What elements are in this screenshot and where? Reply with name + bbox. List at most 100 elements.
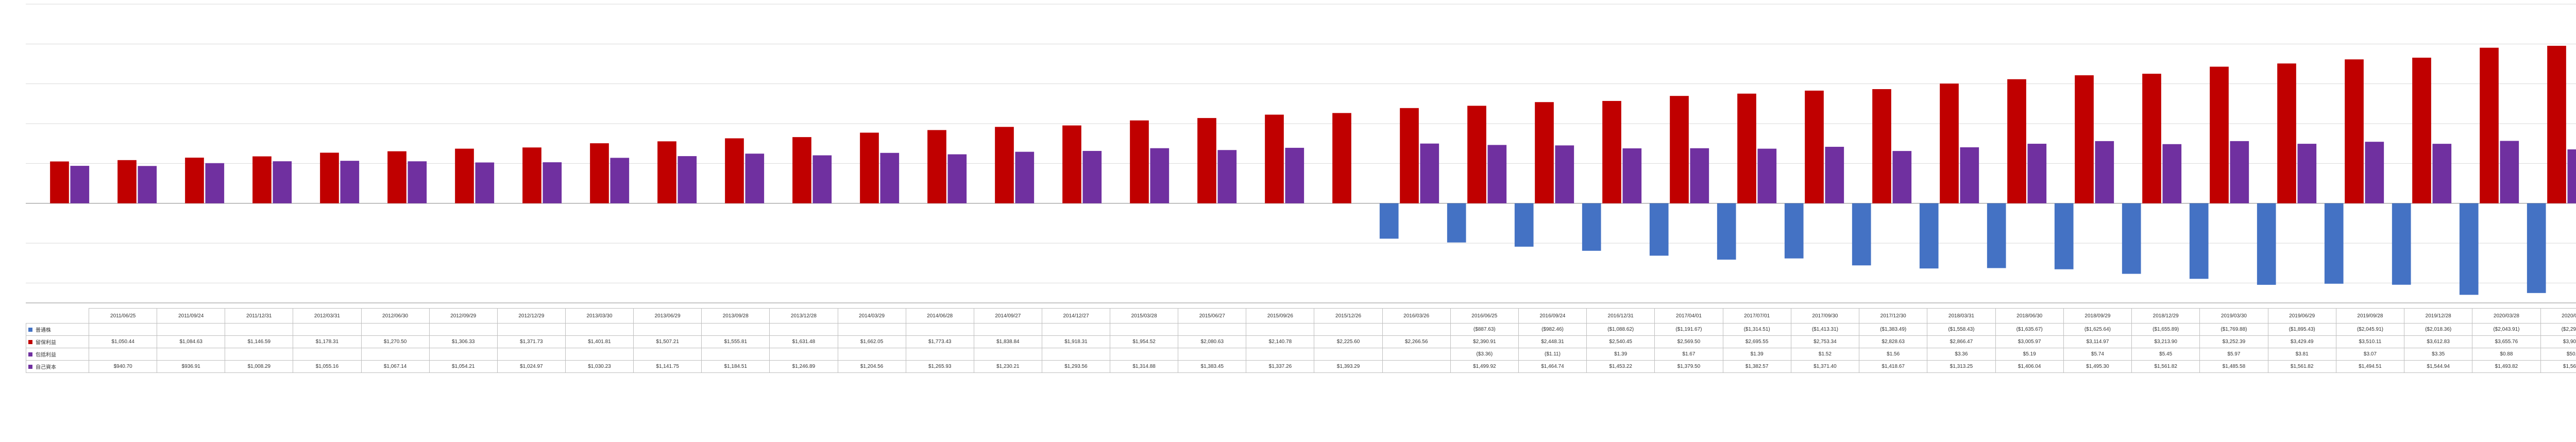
table-cell: $1,337.26 xyxy=(1246,361,1314,373)
table-header-cell: 2020/06/27 xyxy=(2540,309,2576,324)
table-cell xyxy=(89,324,157,336)
table-cell: $2,828.63 xyxy=(1859,336,1927,348)
table-cell: $1,178.31 xyxy=(293,336,361,348)
table-cell xyxy=(838,324,906,336)
table-header-cell: 2019/03/30 xyxy=(2200,309,2268,324)
bar xyxy=(2210,66,2229,203)
table-cell: $2,866.47 xyxy=(1927,336,1995,348)
bar xyxy=(1150,148,1169,203)
table-cell xyxy=(770,324,838,336)
table-header-cell: 2011/12/31 xyxy=(225,309,293,324)
table-header-cell: 2011/09/24 xyxy=(157,309,225,324)
bar xyxy=(1825,147,1844,203)
table-cell: $1,024.97 xyxy=(497,361,565,373)
table-cell: $2,695.55 xyxy=(1723,336,1791,348)
table-cell xyxy=(1246,324,1314,336)
table-header-cell: 2017/04/01 xyxy=(1655,309,1723,324)
table-cell: $2,225.60 xyxy=(1314,336,1382,348)
table-cell: $3.36 xyxy=(1927,348,1995,361)
table-header-cell: 2017/09/30 xyxy=(1791,309,1859,324)
bar xyxy=(117,160,137,203)
table-header-cell: 2017/12/30 xyxy=(1859,309,1927,324)
bar xyxy=(1805,91,1824,203)
table-cell: $1,631.48 xyxy=(770,336,838,348)
bar xyxy=(1265,115,1284,203)
bar xyxy=(1062,126,1081,203)
table-cell: $1,184.51 xyxy=(702,361,770,373)
table-cell: $2,266.56 xyxy=(1382,336,1450,348)
bar xyxy=(1130,121,1149,203)
bar xyxy=(1670,96,1689,203)
bar xyxy=(725,139,744,203)
table-row: 留保利益$1,050.44$1,084.63$1,146.59$1,178.31… xyxy=(26,336,2576,348)
table-cell: $1,555.81 xyxy=(702,336,770,348)
table-cell: ($2,296.99) xyxy=(2540,324,2576,336)
bar xyxy=(947,155,967,203)
bar xyxy=(1582,203,1601,251)
bar xyxy=(1420,144,1439,203)
bar xyxy=(2257,203,2276,285)
table-header-cell: 2014/12/27 xyxy=(1042,309,1110,324)
table-cell: $3,114.97 xyxy=(2063,336,2131,348)
bar xyxy=(50,161,69,203)
table-cell: $1,293.56 xyxy=(1042,361,1110,373)
table-cell xyxy=(497,324,565,336)
bar xyxy=(1535,102,1554,203)
table-cell xyxy=(1110,324,1178,336)
bar xyxy=(657,141,676,203)
table-row: 自己資本$940.70$936.91$1,008.29$1,055.16$1,0… xyxy=(26,361,2576,373)
bar xyxy=(1082,151,1101,203)
table-header-cell: 2015/12/26 xyxy=(1314,309,1382,324)
table-cell: $1,204.56 xyxy=(838,361,906,373)
bar xyxy=(1332,113,1351,203)
table-cell: $1,773.43 xyxy=(906,336,974,348)
table-cell: $0.88 xyxy=(2472,348,2540,361)
table-cell: $3,905.53 xyxy=(2540,336,2576,348)
table-cell: $1,050.44 xyxy=(89,336,157,348)
table-cell xyxy=(1042,348,1110,361)
row-label-cell: 包括利益 xyxy=(26,348,89,361)
bar xyxy=(2055,203,2074,269)
bar xyxy=(2412,58,2431,203)
table-cell xyxy=(1042,324,1110,336)
bar xyxy=(543,162,562,203)
table-cell: ($1,655.89) xyxy=(2132,324,2200,336)
bar xyxy=(2460,203,2479,295)
table-cell: $3.81 xyxy=(2268,348,2336,361)
row-label-text: 普通株 xyxy=(36,328,51,333)
table-cell: $1,485.58 xyxy=(2200,361,2268,373)
table-cell: $1,838.84 xyxy=(974,336,1042,348)
bar xyxy=(1380,203,1399,239)
bar xyxy=(1602,101,1621,203)
table-cell xyxy=(565,324,633,336)
table-cell: ($1.11) xyxy=(1518,348,1586,361)
table-header-cell: 2015/06/27 xyxy=(1178,309,1246,324)
bar xyxy=(1400,108,1419,203)
table-cell: $1,084.63 xyxy=(157,336,225,348)
table-header-cell: 2019/12/28 xyxy=(2404,309,2472,324)
table-cell: ($1,635.67) xyxy=(1995,324,2063,336)
table-cell: $1,561.82 xyxy=(2268,361,2336,373)
table-cell xyxy=(906,348,974,361)
table-cell xyxy=(1382,361,1450,373)
table-cell: $1,494.51 xyxy=(2336,361,2404,373)
table-cell: $1,393.29 xyxy=(1314,361,1382,373)
table-cell xyxy=(157,348,225,361)
bar xyxy=(1650,203,1669,256)
bar xyxy=(995,127,1014,203)
table-cell: $940.70 xyxy=(89,361,157,373)
bar xyxy=(70,166,89,203)
table-header-cell: 2014/03/29 xyxy=(838,309,906,324)
bar xyxy=(745,154,764,203)
bar xyxy=(2392,203,2411,285)
table-cell: ($982.46) xyxy=(1518,324,1586,336)
row-label-text: 自己資本 xyxy=(36,365,56,370)
data-table: 2011/06/252011/09/242011/12/312012/03/31… xyxy=(26,308,2576,373)
bar xyxy=(2325,203,2344,284)
table-cell: $1,499.92 xyxy=(1450,361,1518,373)
table-cell: $1,270.50 xyxy=(361,336,429,348)
bar xyxy=(2432,144,2451,203)
bar xyxy=(1217,150,1236,203)
table-cell xyxy=(1382,324,1450,336)
table-cell: $3,005.97 xyxy=(1995,336,2063,348)
